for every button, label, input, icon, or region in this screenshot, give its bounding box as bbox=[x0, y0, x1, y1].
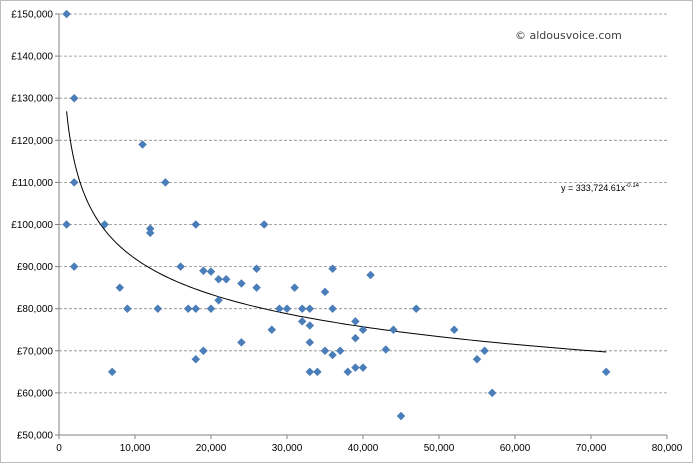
data-point bbox=[214, 295, 223, 305]
y-tick-label: £110,000 bbox=[12, 178, 53, 189]
data-point bbox=[601, 367, 611, 377]
y-tick-label: £60,000 bbox=[17, 388, 54, 399]
data-point bbox=[358, 325, 368, 335]
data-point bbox=[252, 283, 261, 292]
y-tick-label: £50,000 bbox=[17, 431, 54, 442]
x-tick-label: 10,000 bbox=[120, 443, 151, 454]
data-point bbox=[290, 283, 299, 292]
y-tick-label: £150,000 bbox=[11, 10, 53, 21]
data-point bbox=[320, 346, 330, 356]
data-point bbox=[69, 93, 79, 103]
data-point bbox=[176, 262, 185, 271]
y-tick-label: £90,000 bbox=[17, 262, 54, 273]
data-point bbox=[107, 367, 117, 377]
data-point bbox=[487, 388, 497, 398]
data-point bbox=[358, 363, 368, 372]
x-tick-label: 70,000 bbox=[576, 443, 607, 454]
data-point bbox=[297, 304, 307, 313]
data-point bbox=[62, 9, 71, 19]
data-point bbox=[305, 304, 315, 313]
data-point bbox=[100, 220, 109, 229]
data-point bbox=[62, 220, 71, 229]
data-point bbox=[237, 338, 246, 347]
data-point bbox=[115, 283, 125, 292]
data-point bbox=[138, 140, 147, 149]
data-point bbox=[145, 228, 155, 238]
gridlines bbox=[59, 13, 667, 394]
data-point bbox=[366, 270, 375, 280]
data-point bbox=[221, 274, 231, 284]
x-tick-label: 20,000 bbox=[196, 443, 227, 454]
data-point bbox=[480, 346, 489, 356]
y-tick-label: £140,000 bbox=[11, 52, 53, 63]
y-tick-labels: £50,000 £60,000 £70,000 £80,000 £90,000 £100,… bbox=[11, 10, 53, 442]
data-point bbox=[335, 346, 345, 356]
data-point bbox=[297, 317, 307, 326]
data-point bbox=[313, 367, 322, 377]
data-point bbox=[69, 178, 79, 187]
data-point bbox=[191, 354, 201, 364]
data-point bbox=[199, 266, 208, 276]
data-point bbox=[237, 279, 246, 288]
y-tick-label: £70,000 bbox=[17, 346, 54, 357]
y-tick-label: £100,000 bbox=[11, 220, 53, 231]
trendline-equation: y = 333,724.61x-0.14 bbox=[561, 183, 640, 193]
data-point bbox=[191, 220, 201, 229]
data-point bbox=[411, 304, 421, 313]
data-point bbox=[381, 345, 391, 354]
data-point bbox=[449, 325, 459, 335]
trendline-equation-exponent: -0.14 bbox=[625, 183, 639, 189]
data-point bbox=[351, 333, 360, 343]
trendline-curve bbox=[66, 111, 607, 353]
data-points bbox=[62, 9, 611, 421]
data-point bbox=[153, 304, 163, 313]
axes bbox=[55, 13, 668, 439]
data-point bbox=[259, 220, 269, 229]
data-point bbox=[199, 346, 208, 356]
data-point bbox=[328, 350, 337, 360]
data-point bbox=[183, 304, 193, 313]
x-tick-label: 50,000 bbox=[424, 443, 455, 454]
data-point bbox=[191, 304, 201, 313]
x-tick-label: 30,000 bbox=[272, 443, 303, 454]
data-point bbox=[328, 304, 337, 313]
trendline-equation-base: y = 333,724.61x bbox=[561, 183, 626, 193]
x-tick-labels: 0 10,000 20,000 30,000 40,000 50,000 60,000 70,… bbox=[56, 443, 683, 454]
y-tick-label: £120,000 bbox=[11, 136, 53, 147]
x-tick-label: 60,000 bbox=[500, 443, 531, 454]
data-point bbox=[305, 338, 315, 347]
data-point bbox=[69, 262, 79, 271]
data-point bbox=[305, 367, 315, 377]
x-tick-label: 0 bbox=[56, 443, 62, 454]
data-point bbox=[351, 363, 360, 372]
watermark: © aldousvoice.com bbox=[515, 29, 622, 42]
x-tick-label: 80,000 bbox=[652, 443, 683, 454]
data-point bbox=[252, 264, 261, 273]
data-point bbox=[472, 354, 482, 364]
data-point bbox=[161, 178, 170, 187]
x-tick-label: 40,000 bbox=[348, 443, 379, 454]
trendline bbox=[66, 111, 607, 353]
data-point bbox=[214, 274, 223, 284]
data-point bbox=[206, 267, 216, 276]
data-point bbox=[396, 411, 406, 421]
data-point bbox=[267, 325, 277, 335]
y-tick-label: £80,000 bbox=[17, 304, 54, 315]
data-point bbox=[351, 317, 360, 326]
data-point bbox=[389, 325, 398, 335]
data-point bbox=[320, 287, 330, 297]
data-point bbox=[206, 304, 216, 313]
data-point bbox=[282, 304, 292, 313]
data-point bbox=[275, 304, 284, 313]
data-point bbox=[123, 304, 132, 313]
y-tick-label: £130,000 bbox=[11, 94, 53, 105]
data-point bbox=[328, 264, 337, 273]
data-point bbox=[343, 367, 353, 377]
data-point bbox=[305, 321, 315, 330]
